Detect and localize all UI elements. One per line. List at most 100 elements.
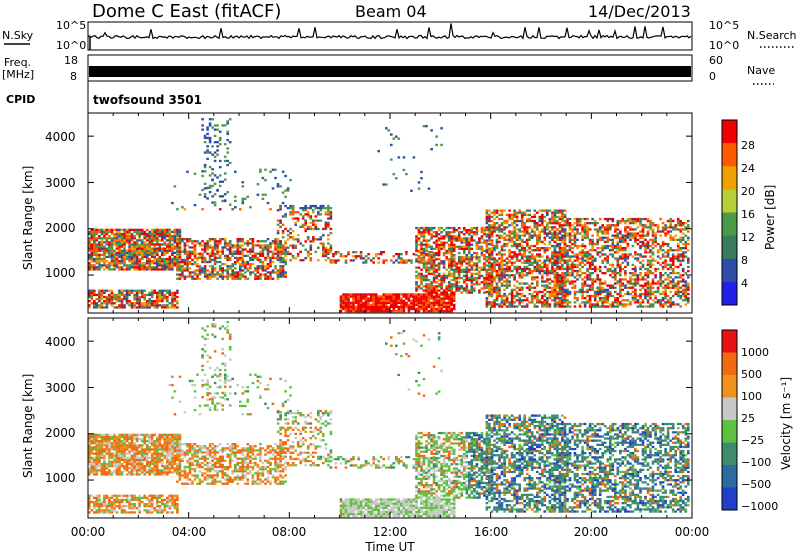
heatmap-cell xyxy=(236,240,240,243)
heatmap-cell xyxy=(488,279,491,282)
heatmap-cell xyxy=(125,255,129,259)
heatmap-cell xyxy=(465,266,469,269)
heatmap-cell xyxy=(432,310,436,313)
heatmap-cell xyxy=(234,260,237,264)
heatmap-cell xyxy=(176,269,179,272)
heatmap-cell xyxy=(447,266,451,269)
heatmap-cell xyxy=(568,232,572,235)
heatmap-cell xyxy=(281,246,285,249)
heatmap-cell xyxy=(609,263,612,266)
heatmap-cell xyxy=(654,274,657,277)
heatmap-cell xyxy=(140,304,144,307)
heatmap-cell xyxy=(369,293,373,296)
heatmap-cell xyxy=(518,209,521,212)
heatmap-cell xyxy=(88,241,91,244)
heatmap-cell xyxy=(566,234,569,237)
heatmap-cell xyxy=(241,263,245,266)
heatmap-cell xyxy=(266,244,270,247)
heatmap-cell xyxy=(470,239,474,242)
heatmap-cell xyxy=(417,249,421,253)
heatmap-cell xyxy=(447,307,451,311)
heatmap-cell xyxy=(115,266,119,269)
heatmap-cell xyxy=(452,295,456,298)
heatmap-cell xyxy=(659,230,662,233)
heatmap-cell xyxy=(120,302,124,305)
heatmap-cell xyxy=(98,300,101,303)
heatmap-cell xyxy=(488,268,491,271)
heatmap-cell xyxy=(596,253,599,256)
heatmap-cell xyxy=(634,265,637,269)
heatmap-cell xyxy=(498,213,501,216)
heatmap-cell xyxy=(568,257,572,260)
heatmap-cell xyxy=(561,288,564,291)
heatmap-cell xyxy=(528,244,531,248)
heatmap-cell xyxy=(513,219,516,223)
heatmap-cell xyxy=(150,302,154,305)
heatmap-cell xyxy=(573,222,577,225)
heatmap-cell xyxy=(452,239,456,242)
heatmap-cell xyxy=(614,282,617,285)
heatmap-cell xyxy=(651,286,655,289)
heatmap-cell xyxy=(226,191,229,194)
heatmap-cell xyxy=(156,293,159,297)
heatmap-cell xyxy=(88,300,91,303)
heatmap-cell xyxy=(651,257,655,260)
heatmap-cell xyxy=(666,278,670,281)
heatmap-cell xyxy=(128,293,131,297)
heatmap-cell xyxy=(455,268,458,271)
heatmap-cell xyxy=(430,260,433,263)
heatmap-cell xyxy=(581,228,584,231)
heatmap-cell xyxy=(573,290,577,294)
heatmap-cell xyxy=(513,274,516,277)
heatmap-cell xyxy=(578,222,582,225)
heatmap-cell xyxy=(437,310,441,313)
heatmap-cell xyxy=(93,253,96,256)
heatmap-cell xyxy=(634,280,637,283)
heatmap-cell xyxy=(196,242,199,245)
heatmap-cell xyxy=(374,295,378,298)
heatmap-cell xyxy=(105,306,109,309)
heatmap-cell xyxy=(500,278,504,281)
heatmap-cell xyxy=(168,302,172,305)
heatmap-cell xyxy=(372,301,375,304)
heatmap-cell xyxy=(130,243,134,246)
heatmap-cell xyxy=(395,259,398,262)
heatmap-cell xyxy=(178,260,182,264)
heatmap-cell xyxy=(553,263,557,266)
heatmap-cell xyxy=(596,230,599,233)
heatmap-cell xyxy=(671,272,675,275)
heatmap-cell xyxy=(223,178,227,181)
heatmap-cell xyxy=(541,269,544,273)
heatmap-cell xyxy=(364,259,368,262)
heatmap-cell xyxy=(264,275,267,278)
heatmap-cell xyxy=(98,268,101,271)
heatmap-cell xyxy=(543,286,547,289)
heatmap-cell xyxy=(634,301,637,304)
heatmap-cell xyxy=(138,304,141,307)
heatmap-cell xyxy=(319,219,323,222)
heatmap-cell xyxy=(656,301,660,304)
heatmap-cell xyxy=(274,252,277,255)
heatmap-cell xyxy=(488,236,491,239)
heatmap-cell xyxy=(291,257,295,260)
heatmap-cell xyxy=(178,237,182,240)
heatmap-cell xyxy=(271,277,275,280)
heatmap-cell xyxy=(616,259,620,262)
heatmap-cell xyxy=(236,273,240,276)
heatmap-cell xyxy=(518,288,521,291)
heatmap-cell xyxy=(530,228,534,231)
heatmap-cell xyxy=(457,285,461,288)
heatmap-cell xyxy=(553,261,557,264)
heatmap-cell xyxy=(130,232,134,236)
heatmap-cell xyxy=(676,222,680,225)
heatmap-cell xyxy=(329,207,333,210)
heatmap-cell xyxy=(578,269,582,273)
heatmap-cell xyxy=(168,260,172,263)
heatmap-cell xyxy=(646,261,650,264)
heatmap-cell xyxy=(523,224,526,227)
heatmap-cell xyxy=(208,277,212,280)
heatmap-cell xyxy=(420,272,423,275)
heatmap-cell xyxy=(125,289,129,292)
heatmap-cell xyxy=(515,259,519,262)
heatmap-cell xyxy=(430,245,433,248)
